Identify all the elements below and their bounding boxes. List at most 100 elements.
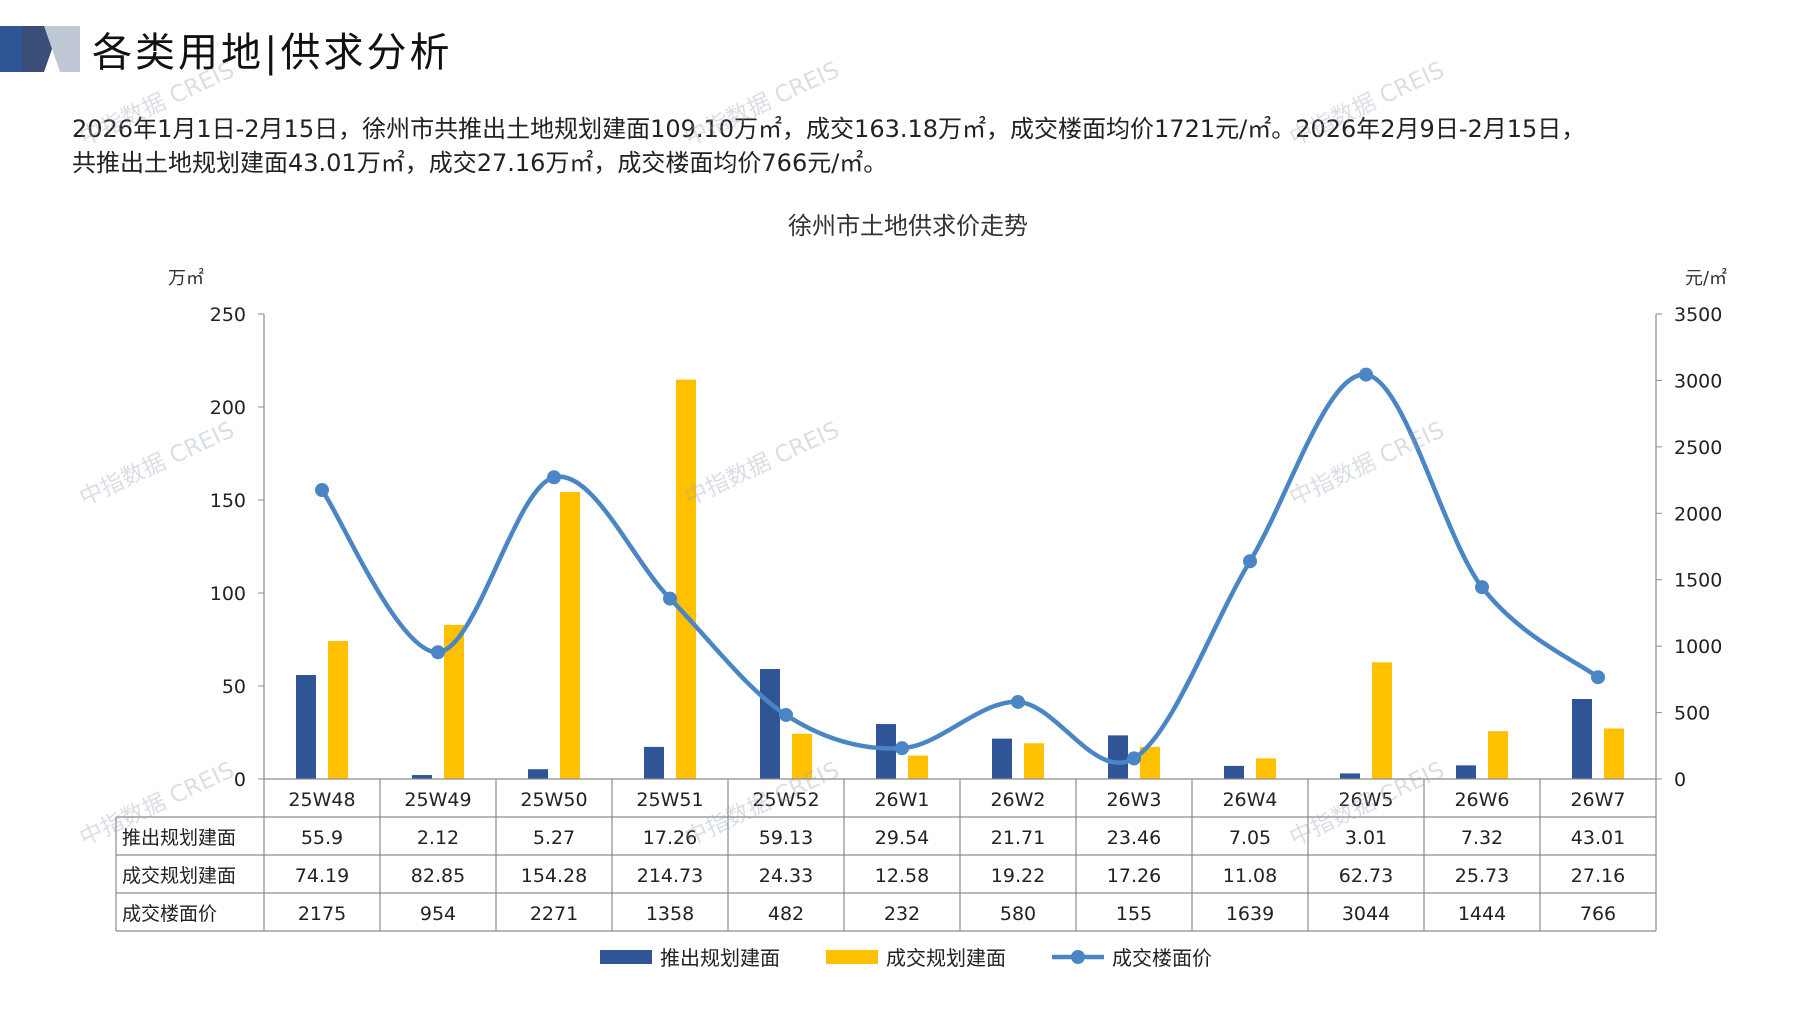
table-value: 1358 — [646, 903, 694, 925]
table-value: 21.71 — [991, 827, 1045, 849]
deal-bar — [1140, 746, 1160, 779]
price-point — [1475, 580, 1489, 595]
left-axis-tick-label: 50 — [222, 676, 246, 698]
table-value: 954 — [420, 903, 456, 925]
price-line — [320, 372, 1600, 765]
x-category-label: 26W5 — [1338, 789, 1393, 811]
supply-bar — [992, 738, 1012, 779]
left-axis-tick-label: 250 — [210, 304, 246, 326]
table-value: 11.08 — [1223, 865, 1277, 887]
legend-swatch-deal — [826, 950, 878, 964]
price-point — [1127, 751, 1141, 766]
deal-bar — [676, 379, 696, 779]
supply-bar — [1224, 765, 1244, 779]
price-point — [431, 645, 445, 660]
right-axis-tick-label: 0 — [1674, 769, 1686, 791]
table-value: 12.58 — [875, 865, 929, 887]
table-value: 482 — [768, 903, 804, 925]
supply-bar — [760, 669, 780, 779]
table-value: 55.9 — [301, 827, 343, 849]
price-point — [547, 470, 561, 485]
x-category-label: 26W2 — [990, 789, 1045, 811]
table-series-name: 推出规划建面 — [122, 827, 236, 849]
right-axis-tick-label: 2500 — [1674, 437, 1722, 459]
price-point — [779, 707, 793, 722]
left-axis-tick-label: 200 — [210, 397, 246, 419]
left-axis-unit: 万㎡ — [168, 267, 204, 289]
right-axis-tick-label: 500 — [1674, 703, 1710, 725]
price-point — [1243, 554, 1257, 569]
table-value: 232 — [884, 903, 920, 925]
table-value: 3.01 — [1345, 827, 1387, 849]
table-value: 17.26 — [1107, 865, 1161, 887]
header-decoration — [0, 26, 80, 72]
left-axis-tick-label: 150 — [210, 490, 246, 512]
deal-bar — [792, 733, 812, 779]
legend-label-supply: 推出规划建面 — [660, 946, 780, 970]
left-axis-tick-label: 0 — [234, 769, 246, 791]
left-axis-tick-label: 100 — [210, 583, 246, 605]
table-value: 25.73 — [1455, 865, 1509, 887]
table-value: 1639 — [1226, 903, 1274, 925]
price-point — [315, 483, 329, 498]
table-value: 5.27 — [533, 827, 575, 849]
x-category-label: 25W49 — [404, 789, 471, 811]
x-category-label: 26W3 — [1106, 789, 1161, 811]
supply-bar — [528, 769, 548, 779]
deal-bar — [908, 755, 928, 779]
deal-bar — [328, 641, 348, 779]
legend-swatch-supply — [600, 950, 652, 964]
table-value: 23.46 — [1107, 827, 1161, 849]
x-category-label: 26W7 — [1570, 789, 1625, 811]
table-value: 82.85 — [411, 865, 465, 887]
table-series-name: 成交楼面价 — [122, 903, 217, 925]
supply-bar — [412, 775, 432, 779]
table-value: 7.32 — [1461, 827, 1503, 849]
table-value: 62.73 — [1339, 865, 1393, 887]
price-point — [1011, 694, 1025, 709]
table-value: 59.13 — [759, 827, 813, 849]
table-value: 580 — [1000, 903, 1036, 925]
page-title: 各类用地|供求分析 — [92, 30, 453, 76]
table-value: 154.28 — [521, 865, 587, 887]
deal-bar — [1256, 758, 1276, 779]
table-value: 19.22 — [991, 865, 1045, 887]
table-value: 27.16 — [1571, 865, 1625, 887]
summary-line-2: 共推出土地规划建面43.01万㎡，成交27.16万㎡，成交楼面均价766元/㎡。 — [72, 149, 888, 177]
summary-line-1: 2026年1月1日-2月15日，徐州市共推出土地规划建面109.10万㎡，成交1… — [72, 115, 1586, 143]
price-point — [663, 591, 677, 606]
x-category-label: 25W51 — [636, 789, 703, 811]
table-value: 214.73 — [637, 865, 703, 887]
table-value: 2175 — [298, 903, 346, 925]
x-category-label: 25W48 — [288, 789, 355, 811]
table-value: 2271 — [530, 903, 578, 925]
table-value: 74.19 — [295, 865, 349, 887]
x-category-label: 25W52 — [752, 789, 819, 811]
price-point — [895, 741, 909, 756]
table-value: 155 — [1116, 903, 1152, 925]
table-value: 17.26 — [643, 827, 697, 849]
deal-bar — [560, 492, 580, 779]
supply-bar — [876, 724, 896, 779]
table-value: 29.54 — [875, 827, 929, 849]
deal-bar — [1604, 728, 1624, 779]
legend-swatch-price-marker — [1071, 950, 1085, 964]
supply-bar — [296, 675, 316, 779]
deal-bar — [1024, 743, 1044, 779]
x-category-label: 26W4 — [1222, 789, 1277, 811]
table-series-name: 成交规划建面 — [122, 865, 236, 887]
deal-bar — [444, 624, 464, 779]
x-category-label: 25W50 — [520, 789, 587, 811]
legend-label-price: 成交楼面价 — [1112, 946, 1212, 970]
x-category-label: 26W1 — [874, 789, 929, 811]
summary-text: 2026年1月1日-2月15日，徐州市共推出土地规划建面109.10万㎡，成交1… — [72, 112, 1732, 180]
x-category-label: 26W6 — [1454, 789, 1509, 811]
deal-bar — [1488, 731, 1508, 779]
legend-label-deal: 成交规划建面 — [886, 946, 1006, 970]
right-axis-tick-label: 3000 — [1674, 370, 1722, 392]
price-point — [1359, 367, 1373, 382]
table-value: 766 — [1580, 903, 1616, 925]
supply-bar — [1340, 773, 1360, 779]
right-axis-tick-label: 1000 — [1674, 636, 1722, 658]
